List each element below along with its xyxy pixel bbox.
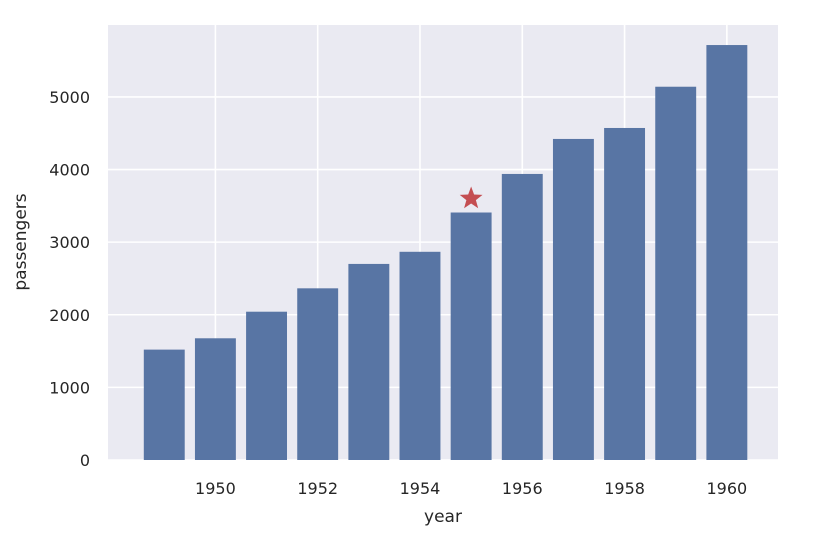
- y-tick-label: 0: [80, 451, 90, 470]
- bar-1956: [501, 173, 543, 460]
- bar-1955: [450, 212, 492, 460]
- bar-1952: [297, 288, 339, 460]
- bar-1957: [552, 138, 594, 461]
- x-axis-label: year: [424, 507, 462, 527]
- x-tick-label: 1958: [604, 479, 645, 498]
- bar-1959: [655, 86, 697, 461]
- y-tick-labels: 0 1000 2000 3000 4000 5000: [49, 88, 90, 470]
- x-tick-labels: 1950 1952 1954 1956 1958 1960: [195, 479, 747, 498]
- x-tick-label: 1952: [297, 479, 338, 498]
- bar-1953: [348, 263, 390, 460]
- bar-1960: [706, 45, 748, 461]
- bar-1949: [143, 349, 185, 460]
- x-tick-label: 1956: [502, 479, 543, 498]
- x-tick-label: 1950: [195, 479, 236, 498]
- bar-1954: [399, 251, 441, 460]
- y-tick-label: 1000: [49, 378, 90, 397]
- y-tick-label: 5000: [49, 88, 90, 107]
- y-axis-label: passengers: [11, 193, 31, 290]
- star-marker: [459, 186, 483, 209]
- x-tick-label: 1960: [706, 479, 747, 498]
- bar-1951: [246, 311, 288, 460]
- y-tick-label: 4000: [49, 161, 90, 180]
- y-tick-label: 2000: [49, 306, 90, 325]
- bar-1958: [604, 127, 646, 461]
- bars: [143, 45, 748, 461]
- bar-1950: [194, 338, 236, 460]
- y-tick-label: 3000: [49, 233, 90, 252]
- x-tick-label: 1954: [400, 479, 441, 498]
- marker-layer: [459, 186, 483, 209]
